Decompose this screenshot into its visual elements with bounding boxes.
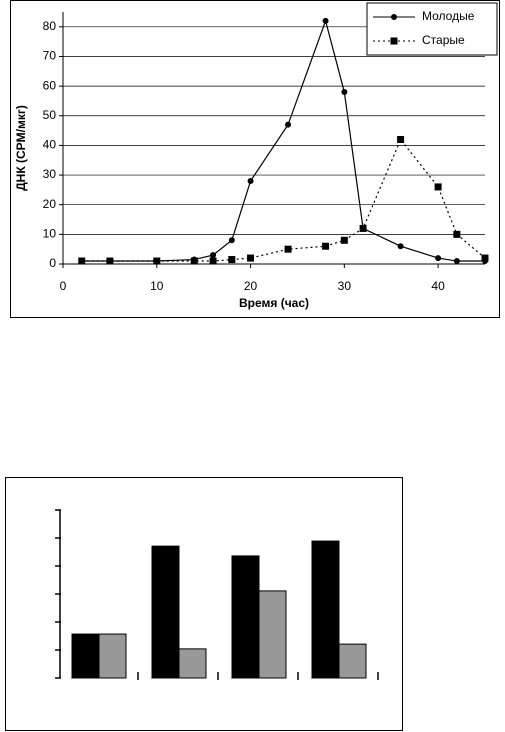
bar [338,643,367,679]
marker [247,177,254,184]
marker [153,257,161,265]
x-tick-label: 20 [244,279,258,293]
marker [285,121,292,128]
y-tick-label: 70 [43,49,57,63]
marker [397,243,404,250]
marker [453,230,461,238]
marker [284,245,292,253]
x-tick-label: 10 [150,279,164,293]
marker [228,256,236,264]
series-line [81,18,485,262]
legend-label: Молодые [422,9,475,23]
marker [322,242,330,250]
marker [340,236,348,244]
marker [435,255,442,262]
series-line [81,138,486,262]
legend-label: Старые [422,33,465,47]
x-axis-label: Время (час) [239,296,309,310]
y-tick-label: 30 [43,167,57,181]
legend-box [366,2,498,56]
x-tick-label: 30 [338,279,352,293]
chart-frame [5,477,403,731]
bar [311,540,340,679]
bar [151,545,180,679]
marker [322,17,329,24]
bar [71,633,100,679]
marker [481,254,489,262]
bar [258,590,287,679]
y-tick-label: 80 [43,19,57,33]
legend-marker [391,14,397,20]
marker [78,257,86,265]
x-tick-label: 40 [431,279,445,293]
bar [231,555,260,679]
marker [228,237,235,244]
marker [209,257,217,265]
marker [341,89,348,96]
marker [359,224,367,232]
marker [190,257,198,265]
marker [453,258,460,265]
marker [247,254,255,262]
marker [210,252,217,259]
chart-frame [10,0,500,318]
marker [434,183,442,191]
y-tick-label: 10 [43,227,57,241]
y-tick-label: 40 [43,138,57,152]
legend-marker [390,37,398,45]
bar [178,648,207,679]
y-tick-label: 20 [43,197,57,211]
x-tick-label: 0 [60,279,67,293]
marker [397,135,405,143]
y-tick-label: 0 [49,256,56,270]
marker [106,257,114,265]
y-tick-label: 60 [43,78,57,92]
y-axis-label: ДНК (CPM/мкг) [14,105,28,191]
y-tick-label: 50 [43,108,57,122]
bar [98,633,127,679]
